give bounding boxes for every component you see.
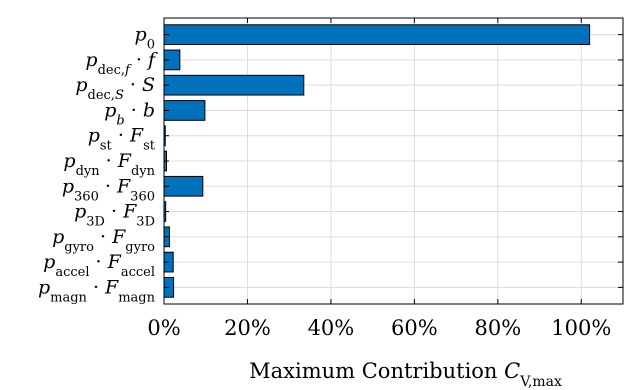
y-tick-label: pdyn · Fdyn: [63, 150, 155, 179]
y-tick-label: p0: [135, 24, 155, 53]
x-tick-label: 80%: [474, 316, 521, 340]
y-tick-label: pdec,f · f: [85, 49, 158, 78]
y-tick-label: p360 · F360: [62, 175, 155, 204]
x-tick-label: 100%: [551, 316, 611, 340]
bar: [163, 24, 591, 45]
bar: [163, 74, 305, 96]
x-axis: 0% 20% 40% 60% 80% 100%: [147, 18, 611, 340]
y-tick-label: p3D · F3D: [74, 201, 155, 230]
x-tick-label: 20%: [224, 316, 271, 340]
bar: [163, 175, 204, 197]
y-tick-label: paccel · Faccel: [43, 251, 155, 280]
x-tick-label: 40%: [308, 316, 355, 340]
y-tick-label: pmagn · Fmagn: [38, 276, 156, 305]
x-tick-label: 0%: [147, 316, 180, 340]
bars: [163, 24, 591, 298]
y-tick-label: pb · b: [104, 99, 155, 128]
y-tick-label: pdec,S · S: [75, 74, 155, 103]
bar: [163, 100, 206, 121]
y-tick-label: pst · Fst: [88, 125, 156, 154]
y-tick-label: pgyro · Fgyro: [52, 226, 155, 255]
x-axis-title: Maximum Contribution CV,max: [249, 359, 562, 390]
x-tick-label: 60%: [391, 316, 438, 340]
